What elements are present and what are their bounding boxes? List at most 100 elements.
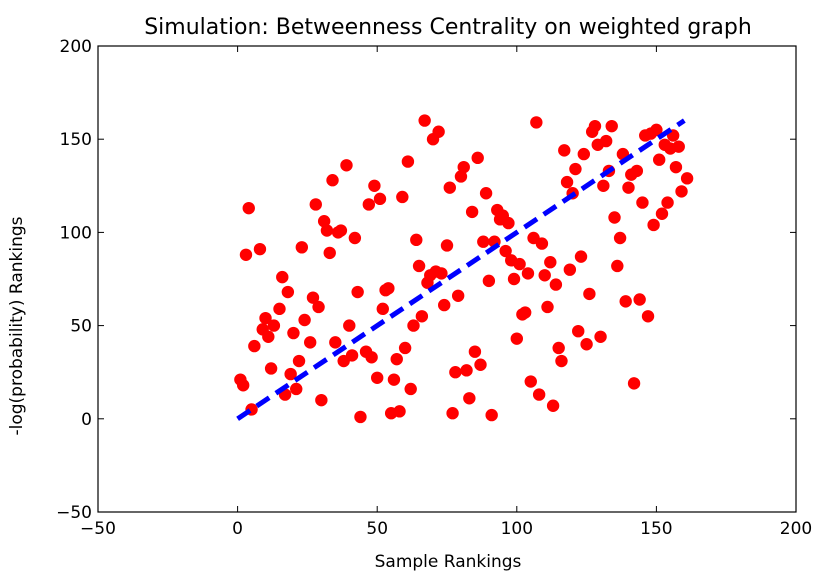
scatter-point — [594, 330, 607, 343]
scatter-point — [236, 379, 250, 392]
scatter-point — [510, 332, 524, 345]
scatter-point — [262, 330, 275, 343]
scatter-point — [613, 231, 627, 245]
scatter-point — [530, 116, 543, 129]
y-tick-label: 0 — [81, 410, 92, 430]
scatter-point — [334, 224, 348, 237]
scatter-point — [499, 244, 512, 258]
plot-frame — [97, 45, 797, 513]
scatter-point — [365, 351, 378, 364]
scatter-point — [276, 270, 289, 284]
scatter-point — [605, 119, 618, 133]
scatter-point — [680, 172, 694, 185]
chart-title: Simulation: Betweenness Centrality on we… — [144, 15, 752, 40]
scatter-point — [485, 408, 498, 422]
scatter-point — [555, 354, 568, 368]
scatter-point — [608, 211, 621, 224]
scatter-point — [407, 319, 420, 332]
scatter-point — [597, 179, 610, 193]
y-tick-label: 100 — [60, 223, 92, 243]
x-axis-ticks: −50 0 50 100 150 200 — [80, 46, 812, 539]
scatter-point — [574, 250, 588, 263]
x-tick-label: 0 — [232, 519, 243, 539]
scatter-point — [541, 300, 554, 314]
scatter-point — [396, 190, 409, 204]
x-tick-label: −50 — [80, 519, 116, 539]
scatter-point — [633, 293, 646, 306]
scatter-point — [373, 192, 387, 206]
scatter-point — [290, 382, 303, 396]
trend-line — [236, 118, 686, 421]
scatter-point — [474, 358, 487, 371]
scatter-point — [306, 291, 320, 304]
scatter-point — [303, 336, 317, 349]
y-tick-label: 200 — [60, 37, 92, 57]
scatter-point — [401, 155, 415, 168]
scatter-point — [532, 388, 546, 401]
scatter-point — [588, 119, 602, 133]
scatter-point — [630, 164, 644, 178]
scatter-point — [465, 205, 479, 219]
scatter-point — [524, 375, 537, 388]
scatter-point — [521, 267, 535, 280]
y-tick-label: 150 — [60, 130, 92, 150]
scatter-point — [546, 399, 560, 412]
scatter-point — [273, 302, 286, 316]
scatter-point — [292, 354, 306, 368]
scatter-point — [398, 341, 412, 355]
scatter-point — [468, 345, 482, 358]
scatter-point — [641, 310, 655, 323]
scatter-point — [242, 201, 255, 215]
scatter-point — [312, 300, 325, 314]
scatter-point — [560, 175, 574, 189]
scatter-point — [611, 259, 624, 273]
scatter-point — [309, 198, 322, 211]
scatter-point — [329, 336, 342, 349]
scatter-point — [647, 218, 660, 232]
scatter-point — [404, 382, 417, 396]
scatter-point — [348, 231, 362, 245]
scatter-point — [415, 310, 429, 323]
scatter-point — [583, 287, 596, 301]
scatter-point — [393, 405, 406, 418]
scatter-point — [507, 272, 521, 286]
scatter-point — [284, 367, 297, 381]
scatter-point — [655, 207, 669, 220]
scatter-point — [443, 181, 456, 194]
x-tick-label: 50 — [366, 519, 388, 539]
scatter-point — [253, 242, 267, 256]
scatter-point — [239, 248, 253, 261]
scatter-point — [376, 302, 389, 316]
scatter-point — [675, 185, 688, 198]
scatter-point — [387, 373, 401, 386]
scatter-point — [672, 140, 685, 153]
scatter-point — [471, 151, 484, 165]
scatter-point — [435, 267, 448, 280]
scatter-point — [479, 187, 493, 200]
scatter-point — [544, 256, 557, 269]
scatter-point — [446, 407, 459, 420]
scatter-point — [669, 160, 683, 174]
scatter-point — [463, 392, 476, 405]
scatter-point — [451, 289, 465, 302]
scatter-point — [577, 147, 591, 161]
x-tick-label: 150 — [640, 519, 672, 539]
scatter-point — [267, 319, 281, 332]
scatter-point — [412, 259, 426, 273]
plot-area — [234, 114, 694, 424]
scatter-point — [351, 285, 364, 299]
scatter-point — [572, 324, 585, 338]
scatter-point — [390, 352, 403, 366]
scatter-point — [580, 338, 593, 351]
scatter-point — [259, 311, 272, 325]
scatter-point — [438, 298, 451, 312]
scatter-point — [661, 196, 674, 209]
scatter-point — [449, 366, 462, 379]
scatter-point — [264, 362, 278, 375]
y-tick-label: 50 — [70, 317, 92, 337]
scatter-point — [650, 123, 663, 137]
x-axis-label: Sample Rankings — [375, 552, 522, 572]
scatter-point — [518, 306, 532, 319]
scatter-point — [281, 285, 295, 299]
